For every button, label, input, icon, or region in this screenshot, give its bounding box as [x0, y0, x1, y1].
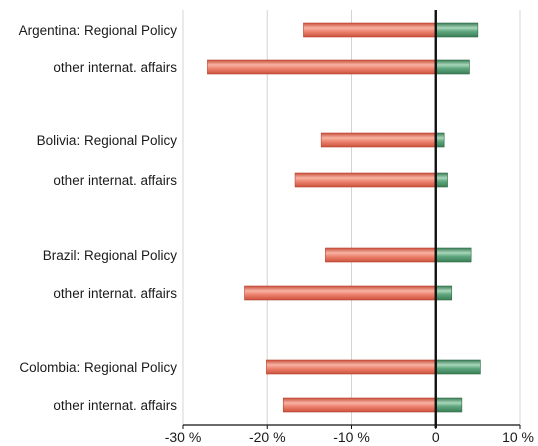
category-labels: Argentina: Regional Policy other internat… — [19, 23, 178, 413]
bar-s1-c0 — [435, 22, 479, 38]
bar-s0-c2 — [320, 132, 437, 148]
category-label-3: other internat. affairs — [53, 173, 177, 188]
bars — [207, 22, 481, 413]
gridlines — [182, 10, 521, 425]
category-label-1: other internat. affairs — [53, 60, 177, 75]
category-label-2: Bolivia: Regional Policy — [37, 133, 178, 148]
category-label-7: other internat. affairs — [53, 398, 177, 413]
x-tick-label-2: -10 % — [333, 429, 370, 445]
x-tick-label-0: -30 % — [165, 429, 202, 445]
bar-s1-c2 — [435, 132, 445, 148]
bar-s0-c4 — [325, 247, 437, 263]
bar-s1-c4 — [435, 247, 472, 263]
bar-s1-c3 — [435, 172, 448, 188]
axes — [182, 10, 521, 429]
bar-s0-c0 — [303, 22, 437, 38]
bar-s1-c5 — [435, 285, 453, 301]
category-label-4: Brazil: Regional Policy — [43, 248, 178, 263]
bar-s0-c3 — [294, 172, 437, 188]
category-label-6: Colombia: Regional Policy — [19, 360, 177, 375]
category-label-5: other internat. affairs — [53, 286, 177, 301]
x-tick-label-3: 0 — [432, 429, 440, 445]
tick-labels: -30 % -20 % -10 % 0 10 % — [165, 429, 534, 445]
bar-s1-c7 — [435, 397, 463, 413]
bar-s1-c6 — [435, 359, 481, 375]
category-label-0: Argentina: Regional Policy — [19, 23, 178, 38]
bar-s1-c1 — [435, 59, 470, 75]
bar-s0-c6 — [266, 359, 437, 375]
bar-s0-c7 — [282, 397, 437, 413]
bar-s0-c5 — [244, 285, 437, 301]
x-tick-label-4: 10 % — [502, 429, 534, 445]
bar-s0-c1 — [207, 59, 437, 75]
x-tick-label-1: -20 % — [249, 429, 286, 445]
